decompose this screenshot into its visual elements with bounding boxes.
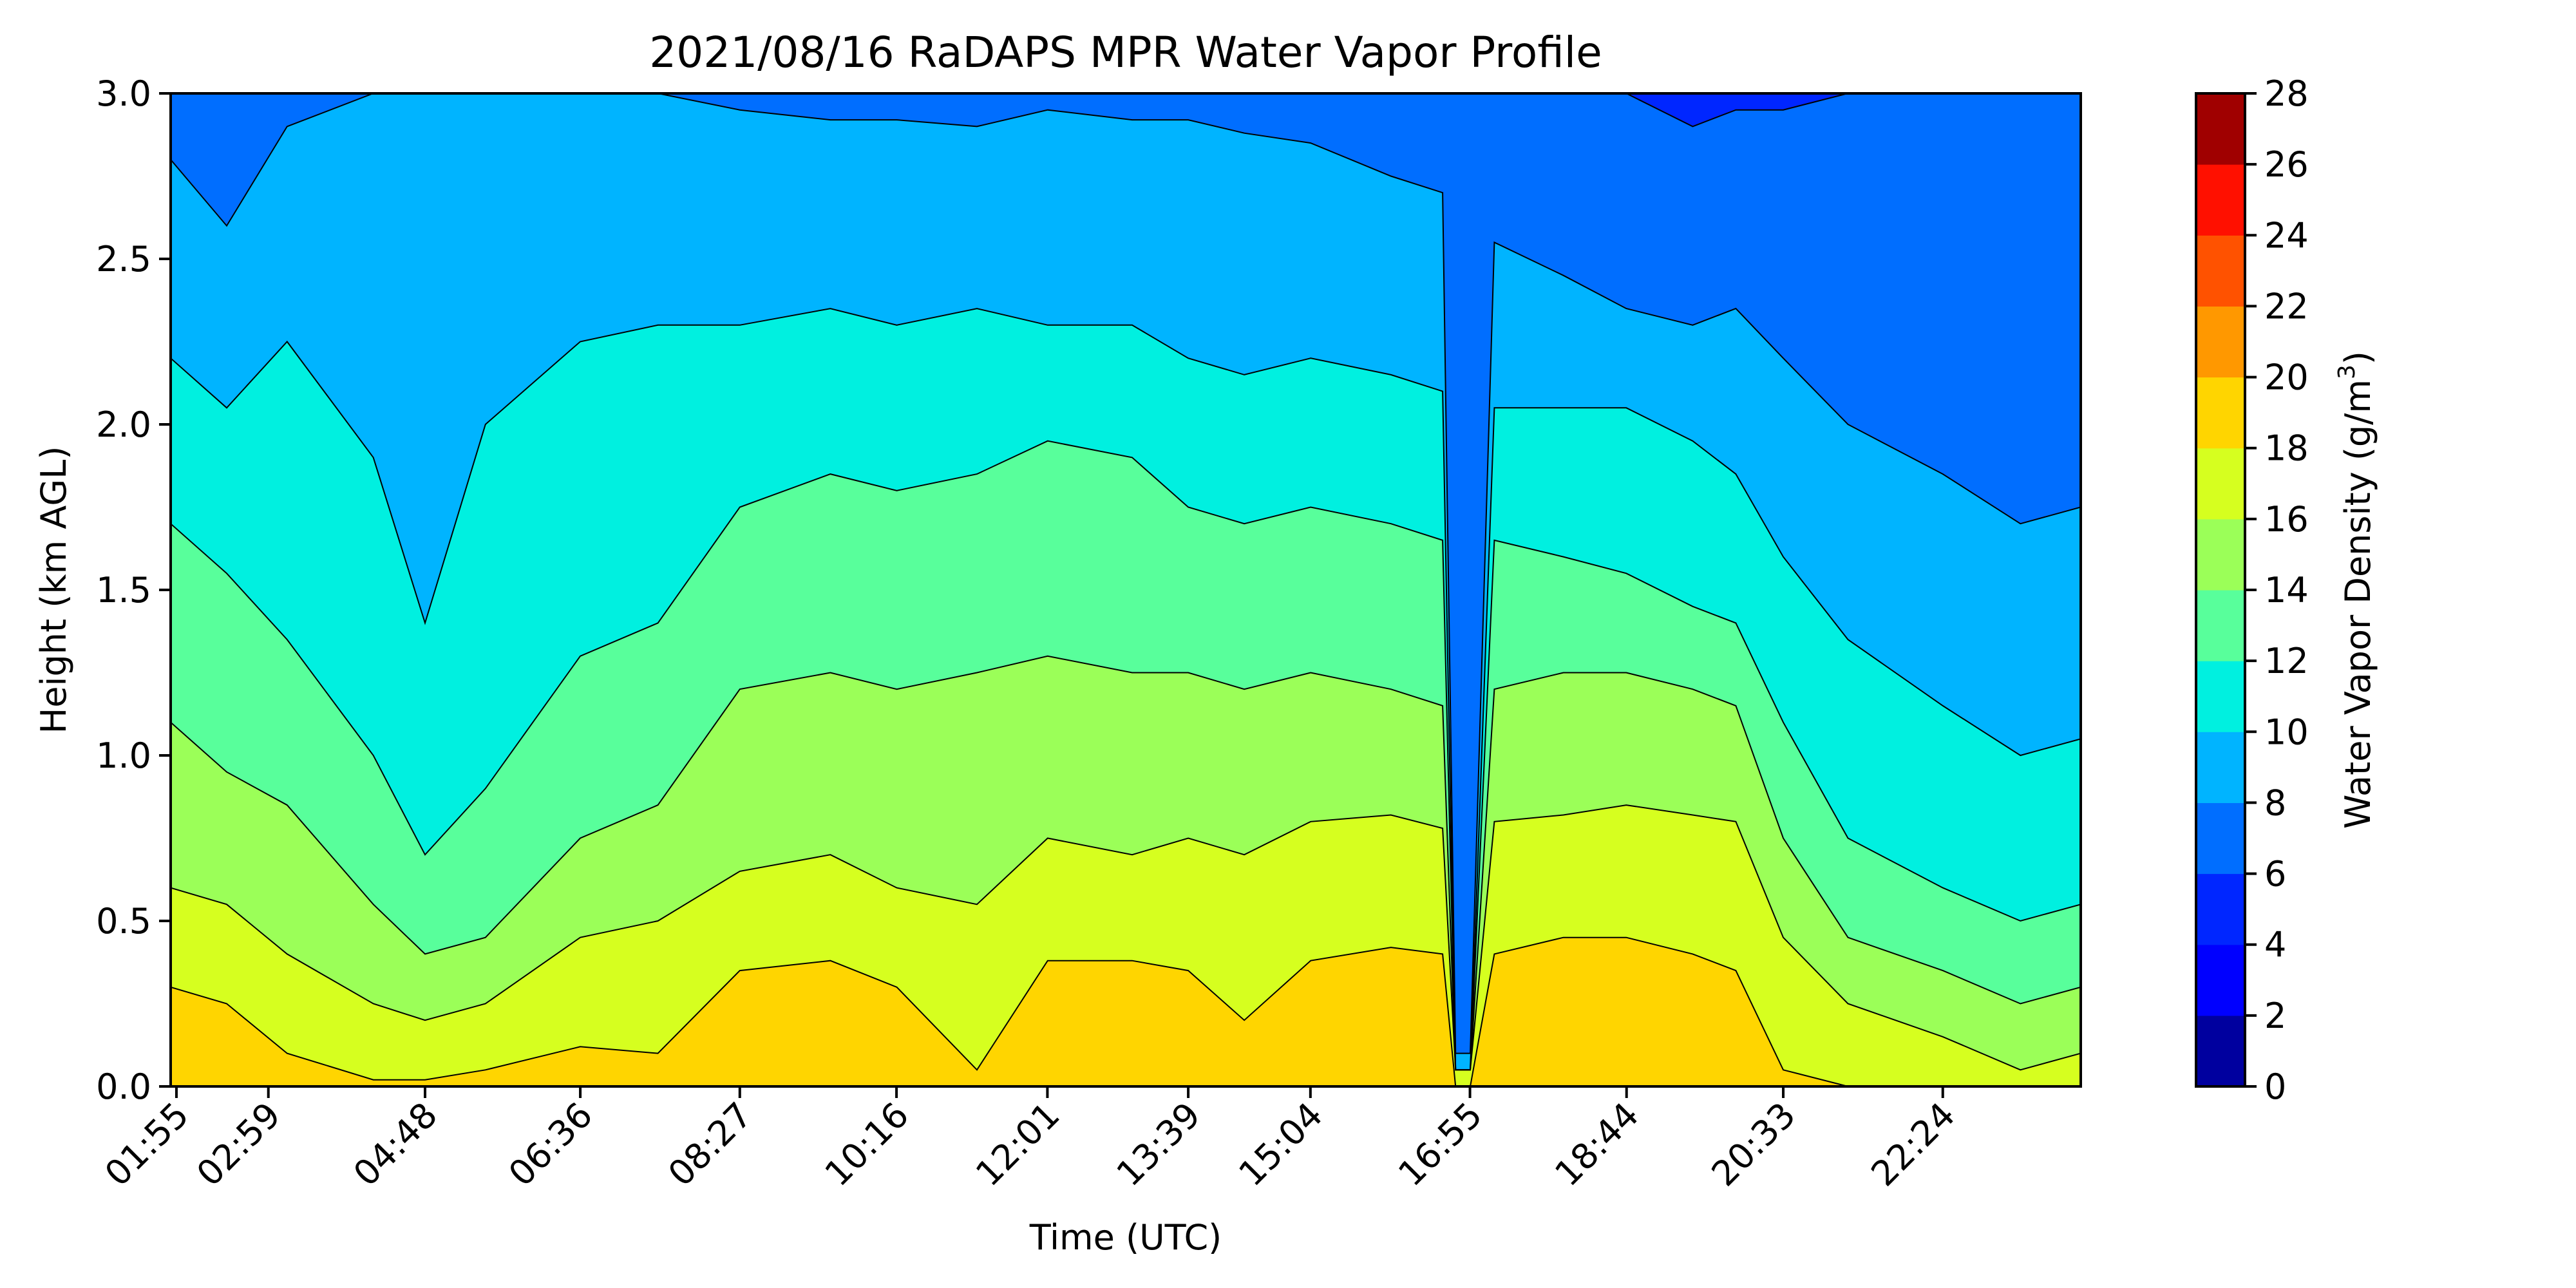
colorbar-segment bbox=[2196, 518, 2245, 591]
colorbar-segment bbox=[2196, 802, 2245, 875]
x-tick-label: 04:48 bbox=[346, 1095, 446, 1195]
colorbar-label: Water Vapor Density (g/m3) bbox=[2334, 351, 2378, 829]
x-tick-label: 22:24 bbox=[1863, 1095, 1963, 1195]
colorbar-segment bbox=[2196, 448, 2245, 520]
colorbar-tick-label: 10 bbox=[2264, 712, 2309, 752]
x-tick-label: 16:55 bbox=[1390, 1095, 1490, 1195]
x-tick-label: 12:01 bbox=[968, 1095, 1068, 1195]
band-4-6 bbox=[171, 93, 2081, 127]
x-axis-label: Time (UTC) bbox=[1029, 1217, 1222, 1258]
colorbar-tick-label: 26 bbox=[2264, 144, 2309, 185]
colorbar-tick-label: 8 bbox=[2264, 782, 2286, 823]
y-tick-label: 1.0 bbox=[96, 735, 151, 776]
y-tick-label: 0.5 bbox=[96, 901, 151, 942]
colorbar-segment bbox=[2196, 944, 2245, 1016]
colorbar-tick-label: 2 bbox=[2264, 996, 2286, 1036]
x-tick-label: 02:59 bbox=[189, 1095, 289, 1195]
x-tick-label: 08:27 bbox=[660, 1095, 760, 1195]
colorbar-label-suffix: ) bbox=[2338, 351, 2378, 365]
colorbar-tick-label: 20 bbox=[2264, 357, 2309, 398]
colorbar-segment bbox=[2196, 590, 2245, 661]
colorbar-segment bbox=[2196, 1015, 2245, 1087]
contour-line-14 bbox=[171, 655, 2081, 1071]
contour-line-8 bbox=[171, 93, 2081, 1054]
x-tick-label: 10:16 bbox=[817, 1095, 917, 1195]
band-8-10 bbox=[171, 93, 2081, 1070]
colorbar-tick-label: 4 bbox=[2264, 925, 2286, 965]
colorbar-tick-label: 6 bbox=[2264, 854, 2286, 895]
colorbar-label-superscript: 3 bbox=[2334, 365, 2360, 379]
y-tick-label: 2.5 bbox=[96, 239, 151, 279]
colorbar-tick-label: 18 bbox=[2264, 428, 2309, 469]
y-axis: 0.0 0.5 1.0 1.5 2.0 2.5 3.0 bbox=[96, 73, 171, 1107]
contour-line-12 bbox=[171, 440, 2081, 1071]
colorbar-tick-label: 12 bbox=[2264, 641, 2309, 681]
colorbar-segment bbox=[2196, 306, 2245, 378]
x-tick-label: 01:55 bbox=[97, 1095, 197, 1195]
colorbar-tick-label: 0 bbox=[2264, 1066, 2286, 1107]
colorbar-segment bbox=[2196, 661, 2245, 732]
chart-title: 2021/08/16 RaDAPS MPR Water Vapor Profil… bbox=[649, 28, 1602, 77]
colorbar-tick-label: 14 bbox=[2264, 570, 2309, 611]
x-tick-label: 18:44 bbox=[1547, 1095, 1647, 1195]
x-tick-label: 15:04 bbox=[1231, 1095, 1331, 1195]
colorbar-segment bbox=[2196, 873, 2245, 945]
band-6-8 bbox=[171, 93, 2081, 1054]
y-tick-label: 3.0 bbox=[96, 73, 151, 114]
colorbar-segment bbox=[2196, 235, 2245, 307]
y-tick-label: 1.5 bbox=[96, 570, 151, 611]
y-tick-label: 0.0 bbox=[96, 1066, 151, 1107]
colorbar-label-text: Water Vapor Density (g/m bbox=[2338, 379, 2378, 829]
x-tick-label: 13:39 bbox=[1109, 1095, 1209, 1195]
colorbar-tick-label: 28 bbox=[2264, 73, 2309, 114]
y-axis-label: Height (km AGL) bbox=[33, 446, 74, 734]
colorbar-segment bbox=[2196, 377, 2245, 449]
colorbar-segment bbox=[2196, 732, 2245, 803]
y-tick-label: 2.0 bbox=[96, 404, 151, 445]
contour-line-10 bbox=[171, 308, 2081, 1071]
contour-line-18 bbox=[171, 936, 2081, 1086]
colorbar-tick-label: 24 bbox=[2264, 215, 2309, 256]
x-tick-label: 20:33 bbox=[1704, 1095, 1804, 1195]
plot-area bbox=[171, 93, 2081, 1086]
contour-line-16 bbox=[171, 804, 2081, 1071]
colorbar-tick-label: 16 bbox=[2264, 499, 2309, 540]
contour-line-6 bbox=[171, 93, 2081, 128]
colorbar-segment bbox=[2196, 93, 2245, 165]
colorbar-tick-label: 22 bbox=[2264, 286, 2309, 327]
colorbar-segment bbox=[2196, 164, 2245, 236]
x-tick-label: 06:36 bbox=[501, 1095, 601, 1195]
